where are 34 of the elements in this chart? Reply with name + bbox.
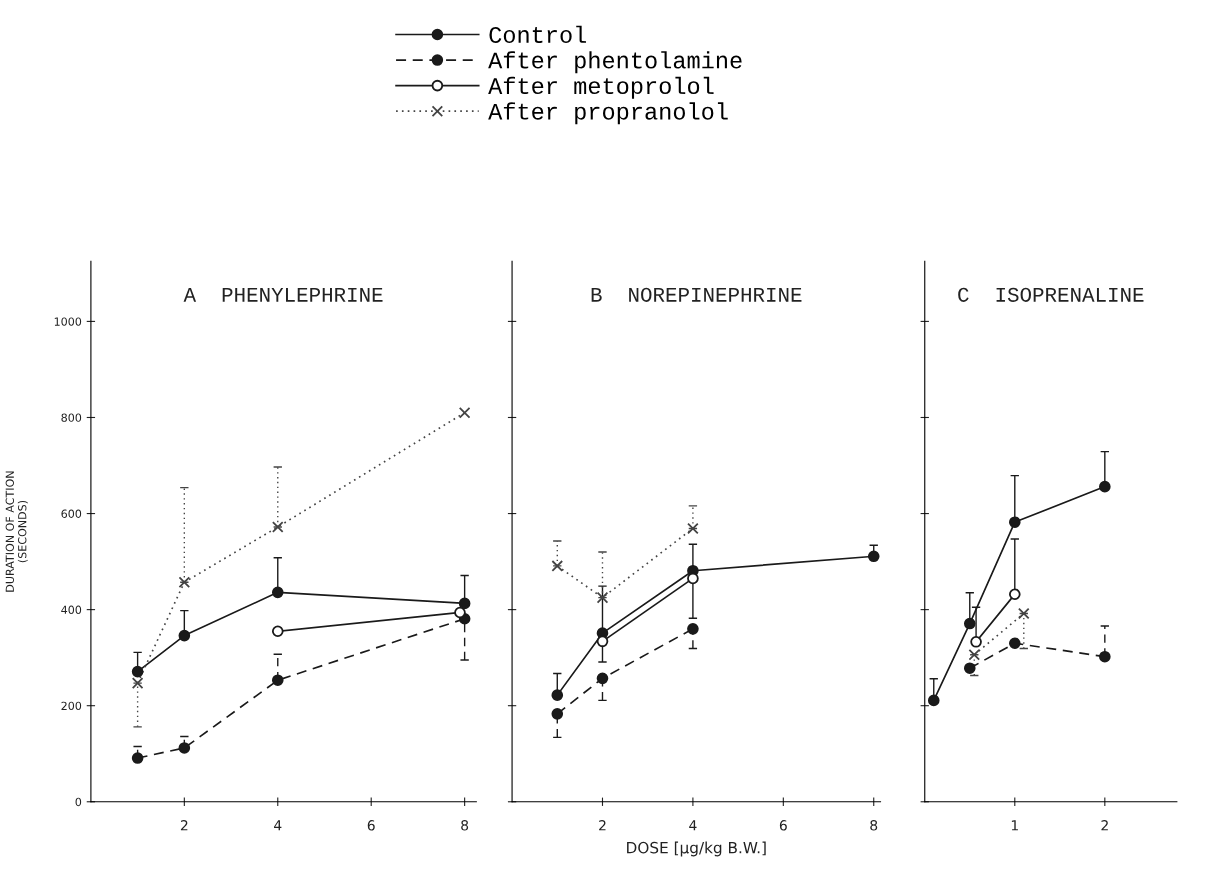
x-tick-label: 2 [599, 820, 606, 831]
x-tick-label: 6 [779, 820, 787, 831]
x-tick-label: 8 [461, 820, 469, 831]
legend-label: After phentolamine [488, 51, 742, 74]
x-tick-label: 6 [367, 820, 375, 831]
x-tick-label: 1 [1011, 820, 1018, 831]
point [1017, 607, 1030, 620]
point [687, 522, 699, 535]
point [596, 591, 609, 604]
x-axis-title: DOSE [µg/kg B.W.] [627, 841, 766, 857]
point [178, 576, 191, 589]
point [551, 560, 564, 572]
y-tick-label: 1000 [54, 317, 82, 326]
y-axis-title: DURATION OF ACTION (SECONDS) [5, 471, 28, 592]
y-tick-label: 0 [75, 797, 82, 807]
y-tick-label: 800 [61, 413, 82, 422]
legend-label: Control [489, 25, 587, 44]
x-tick-label: 4 [689, 820, 697, 831]
point [458, 406, 471, 419]
point [131, 677, 144, 689]
y-tick-label: 400 [61, 605, 82, 614]
x-tick-label: 2 [1101, 820, 1108, 831]
point [968, 648, 981, 661]
legend-label: After propranolol [488, 102, 728, 125]
x-tick-label: 2 [180, 820, 188, 831]
text: B NOREPINEPHRINE [591, 287, 802, 302]
y-tick-label: 600 [61, 509, 82, 518]
x-tick-label: 4 [274, 820, 282, 831]
point [271, 521, 284, 533]
text: A PHENYLEPHRINE [183, 287, 383, 302]
x-tick-label: 8 [870, 820, 878, 831]
y-tick-label: 200 [61, 701, 82, 711]
legend-label: After metoprolol [488, 76, 714, 99]
text: C ISOPRENALINE [958, 287, 1144, 302]
